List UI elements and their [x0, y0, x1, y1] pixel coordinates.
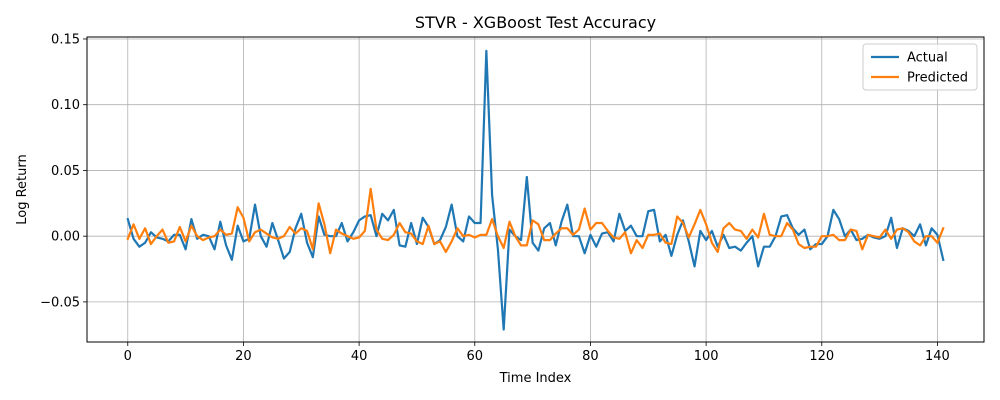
x-tick-label: 80: [582, 349, 599, 364]
y-tick-label: 0.05: [51, 164, 80, 179]
legend: Actual Predicted: [862, 43, 978, 91]
x-tick-label: 20: [235, 349, 252, 364]
chart-title: STVR - XGBoost Test Accuracy: [415, 13, 656, 32]
axis-ticks: 0 20 40 60 80 100 120 140 −0.05 0.00 0.05 0.10 0.15: [40, 32, 950, 364]
series-line-actual: [126, 49, 945, 331]
x-tick-label: 60: [467, 349, 484, 364]
y-tick-label: −0.05: [40, 295, 80, 310]
legend-label-actual: Actual: [907, 51, 948, 66]
legend-box: [862, 43, 978, 91]
series-layer: [126, 49, 945, 331]
y-tick-label: 0.15: [51, 32, 80, 47]
x-tick-label: 140: [925, 349, 950, 364]
x-axis-label: Time Index: [499, 371, 572, 386]
y-tick-label: 0.00: [51, 230, 80, 245]
legend-label-predicted: Predicted: [907, 71, 968, 86]
x-tick-label: 0: [124, 349, 132, 364]
x-tick-label: 40: [351, 349, 368, 364]
x-tick-label: 120: [809, 349, 834, 364]
y-axis-label: Log Return: [15, 154, 30, 225]
x-tick-label: 100: [694, 349, 719, 364]
y-tick-label: 0.10: [51, 98, 80, 113]
plot-frame: [86, 36, 985, 343]
series-line-predicted: [126, 187, 945, 255]
